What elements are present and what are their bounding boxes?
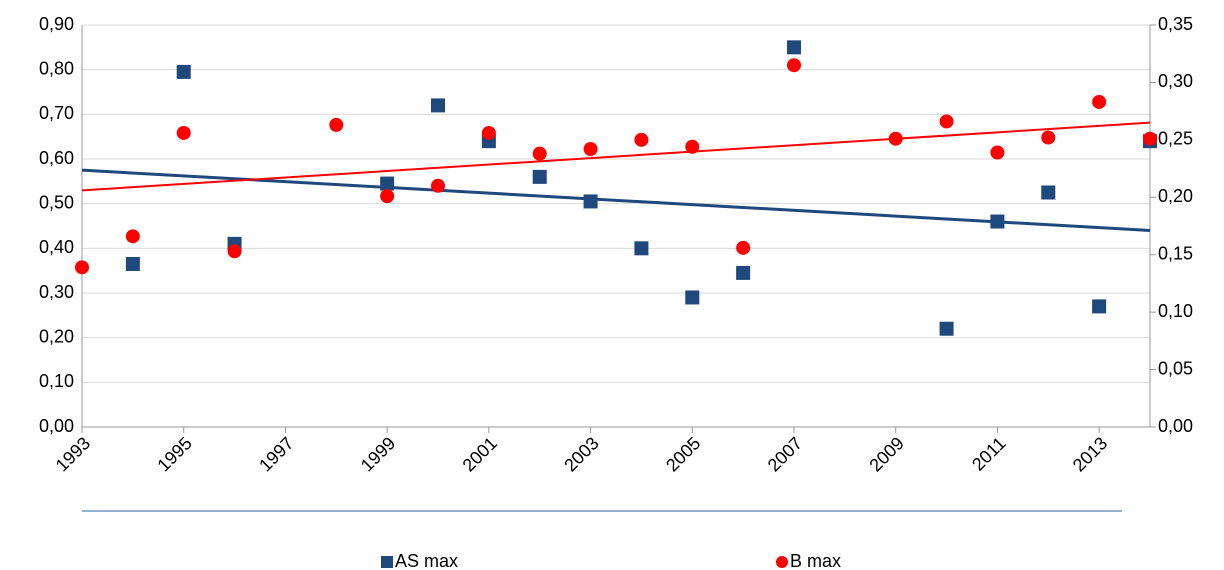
trend-line [81,168,1151,232]
x-tick-label: 1999 [357,433,399,475]
legend-marker [776,556,788,568]
point [634,132,649,147]
y2-tick-label: 0,10 [1158,301,1193,321]
point [532,169,547,184]
point [990,145,1005,160]
legend-label: B max [790,551,841,570]
point [736,240,751,255]
x-tick-label: 2011 [968,433,1010,475]
y-tick-label: 0,20 [39,326,74,346]
point [1092,94,1107,109]
x-tick-label: 1995 [153,433,195,475]
point [787,58,801,73]
x-tick-label: 2009 [865,433,907,475]
point [431,98,445,113]
y2-tick-label: 0,20 [1158,186,1193,206]
y-tick-label: 0,90 [39,14,74,34]
point [939,114,954,129]
x-tick-label: 2007 [764,433,806,475]
y2-tick-label: 0,15 [1158,243,1193,263]
x-tick-label: 2005 [662,433,704,475]
y2-tick-label: 0,05 [1158,358,1193,378]
y2-tick-label: 0,00 [1158,416,1193,436]
point [787,40,801,55]
point [380,189,395,204]
point [1041,185,1056,200]
y2-tick-label: 0,30 [1158,71,1193,91]
point [736,265,751,280]
legend-marker [381,556,393,568]
point [1092,299,1107,314]
y2-tick-label: 0,25 [1158,129,1193,149]
point [176,64,191,79]
point [685,139,700,154]
y-tick-label: 0,30 [39,282,74,302]
point [634,241,649,256]
x-tick-label: 1997 [255,433,297,475]
legend-label: AS max [395,551,458,570]
y-tick-label: 0,00 [39,416,74,436]
x-tick-label: 2001 [459,433,501,475]
point [125,256,140,271]
y-tick-label: 0,40 [39,237,74,257]
point [990,214,1005,229]
point [380,176,395,191]
point [481,125,496,140]
y-tick-label: 0,70 [39,103,74,123]
point [685,290,700,305]
y-tick-label: 0,80 [39,58,74,78]
point [227,244,242,259]
point [176,125,191,140]
point [431,178,445,193]
x-tick-label: 2003 [560,433,602,475]
y2-tick-label: 0,35 [1158,14,1193,34]
point [1041,130,1056,145]
point [888,131,903,146]
y-tick-label: 0,60 [39,148,74,168]
point [125,229,140,244]
point [1143,131,1157,146]
point [532,146,547,161]
point [75,260,89,275]
x-tick-label: 1993 [52,433,94,475]
y-tick-label: 0,10 [39,371,74,391]
y-tick-label: 0,50 [39,192,74,212]
point [329,117,344,132]
point [583,194,598,209]
point [939,321,954,336]
x-tick-label: 2013 [1069,433,1111,475]
trend-line [81,121,1151,192]
point [583,142,598,157]
